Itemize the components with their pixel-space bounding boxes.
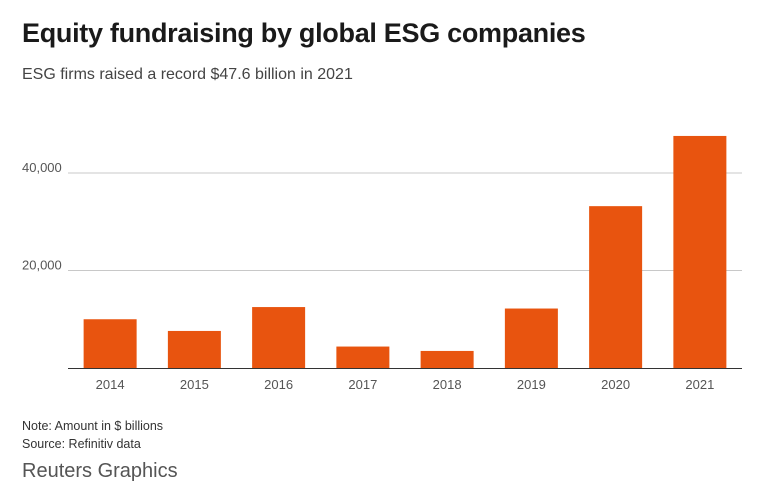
x-tick-label: 2014 xyxy=(96,377,125,392)
y-tick-label: 20,000 xyxy=(22,258,62,273)
x-tick-label: 2019 xyxy=(517,377,546,392)
bar-2018 xyxy=(420,350,474,368)
x-tick-label: 2015 xyxy=(180,377,209,392)
bar-2015 xyxy=(167,330,221,368)
x-tick-label: 2018 xyxy=(433,377,462,392)
x-tick-label: 2020 xyxy=(601,377,630,392)
chart-source: Source: Refinitiv data xyxy=(22,437,141,451)
bar-chart: 20,000 40,000 2014 2015 2016 2017 2018 2019 2020… xyxy=(22,135,742,392)
brand-logo-text: Reuters Graphics xyxy=(22,460,178,482)
bar-2017 xyxy=(336,346,390,368)
bar-2020 xyxy=(589,206,643,368)
y-tick-label: 40,000 xyxy=(22,160,62,175)
tick-labels: 20,000 40,000 2014 2015 2016 2017 2018 2019 2020… xyxy=(22,160,714,392)
chart-title: Equity fundraising by global ESG compani… xyxy=(22,18,586,48)
bar-2014 xyxy=(83,319,137,368)
x-tick-label: 2021 xyxy=(685,377,714,392)
chart-subtitle: ESG firms raised a record $47.6 billion … xyxy=(22,66,353,83)
x-tick-label: 2017 xyxy=(348,377,377,392)
bar-2019 xyxy=(504,308,558,368)
x-tick-label: 2016 xyxy=(264,377,293,392)
bar-2016 xyxy=(252,307,306,368)
bar-2021 xyxy=(673,135,727,368)
bars xyxy=(83,135,727,368)
chart-note: Note: Amount in $ billions xyxy=(22,419,164,433)
